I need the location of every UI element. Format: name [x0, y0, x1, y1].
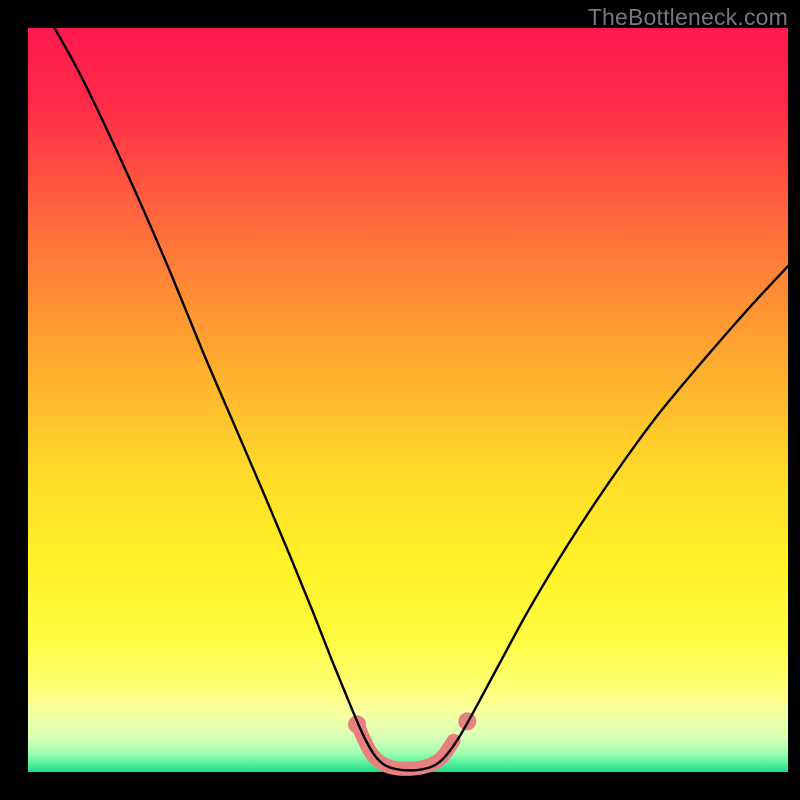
highlight-end-left [348, 715, 366, 733]
curve-overlay [0, 0, 800, 800]
main-curve [55, 28, 788, 770]
bottleneck-chart-stage: TheBottleneck.com [0, 0, 800, 800]
watermark-text: TheBottleneck.com [588, 4, 788, 31]
